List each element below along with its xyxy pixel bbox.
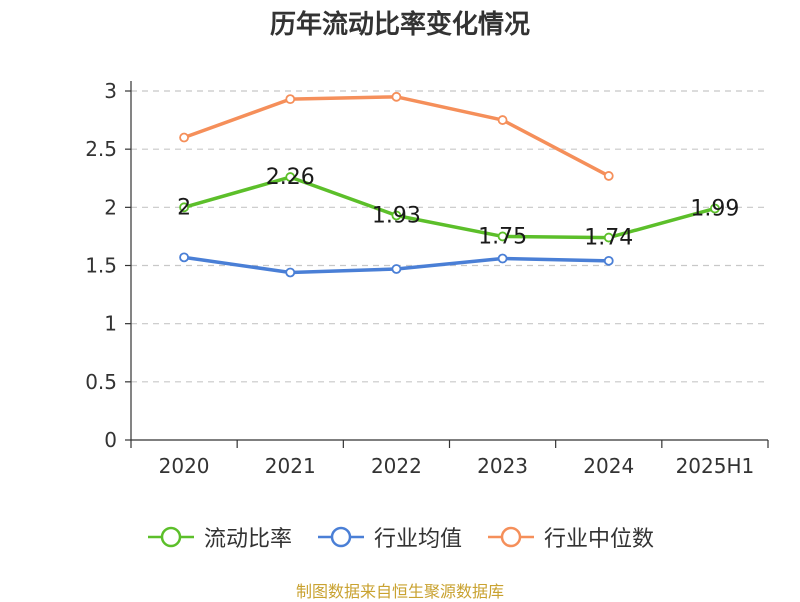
legend-swatch [147,526,194,548]
legend-item[interactable]: 行业中位数 [486,521,654,553]
legend-label: 流动比率 [203,527,292,552]
y-tick-label: 2.5 [85,137,117,161]
series-line [183,175,716,240]
data-point [497,231,508,242]
x-tick-label: 2023 [477,454,528,478]
y-tick-label: 2 [104,195,117,219]
data-label: 1.75 [478,224,527,249]
legend-swatch [488,526,534,548]
x-tick-label: 2020 [159,454,210,478]
legend-swatch-marker [160,526,182,548]
data-point [603,232,614,243]
data-point [391,91,402,102]
legend-item[interactable]: 流动比率 [146,521,292,553]
source-note: 制图数据来自恒生聚源数据库 [295,582,504,601]
chart-title: 历年流动比率变化情况 [269,10,530,40]
y-tick-label: 1 [104,312,117,336]
data-label: 1.93 [372,203,421,228]
data-label: 1.74 [584,226,633,251]
data-point [285,172,296,182]
y-tick-label: 0.5 [85,370,117,394]
data-point [179,202,189,213]
y-tick-label: 1.5 [85,254,117,278]
data-point [710,203,720,214]
data-point [285,267,296,278]
series-lines [179,91,720,278]
axes: 0 0.5 1 1.5 2 2.5 3 2020 2021 2022 2023 2024 2025H1 [85,79,769,478]
data-label: 2.26 [266,165,315,190]
legend-swatch-marker [330,526,352,548]
y-tick-label: 0 [104,428,117,452]
data-point [179,132,189,143]
legend-label: 行业中位数 [544,527,655,552]
legend-swatch-marker [500,526,522,548]
legend-label: 行业均值 [373,527,462,552]
legend-item[interactable]: 行业均值 [316,521,462,553]
data-point [391,264,402,274]
legend-swatch [317,526,364,548]
data-point [179,252,189,263]
x-tick-label: 2022 [371,454,422,478]
data-point [497,115,508,125]
data-point [497,253,508,264]
series-line [183,95,610,178]
grid-lines [131,90,768,383]
x-tick-label: 2025H1 [676,454,755,478]
data-point [391,210,402,221]
data-point [603,255,614,266]
x-tick-label: 2024 [583,454,634,478]
data-point [603,171,614,181]
y-tick-label: 3 [104,79,117,103]
legend: 流动比率 行业均值 行业中位数 [0,520,800,554]
x-tick-label: 2021 [265,454,316,478]
data-label: 2 [177,195,191,220]
data-label: 1.99 [690,196,739,221]
data-point [285,94,296,105]
data-labels: 2 2.26 1.93 1.75 1.74 1.99 [177,165,739,250]
